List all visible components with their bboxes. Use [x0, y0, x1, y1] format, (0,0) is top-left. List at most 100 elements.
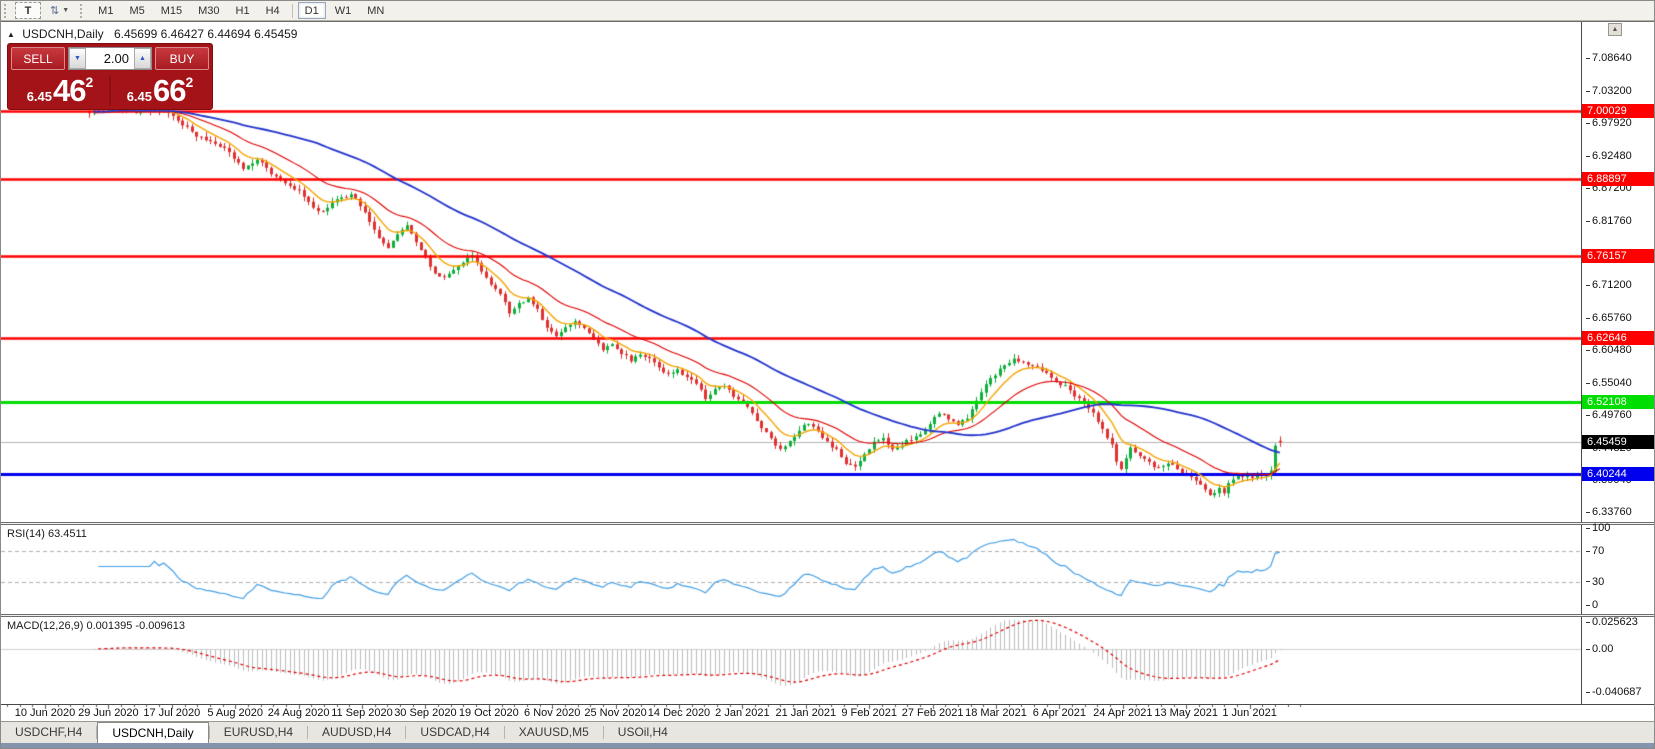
date-axis[interactable]: 10 Jun 2020 29 Jun 2020 17 Jul 2020 5 Aug 2… [1, 704, 1654, 721]
rsi-tick-label: 100 [1586, 522, 1610, 534]
volume-stepper: ▼ 2.00 ▲ [68, 47, 152, 70]
arrows-tool-button[interactable]: ⇅ ▼ [43, 2, 76, 19]
toolbar-grip-2[interactable] [80, 3, 87, 18]
trade-panel-controls: SELL ▼ 2.00 ▲ BUY [11, 47, 209, 70]
price-tick-label: 6.55040 [1586, 377, 1632, 389]
main-chart-panel: 7.08640 7.03200 6.97920 6.92480 6.87200 6.817… [1, 21, 1654, 522]
scroll-up-button[interactable]: ▲ [1608, 23, 1622, 36]
date-tick-label: 2 Jan 2021 [715, 707, 770, 719]
current-price-chip: 6.45459 [1582, 435, 1654, 450]
macd-label: MACD(12,26,9) 0.001395 -0.009613 [7, 620, 185, 632]
trade-panel-prices: 6.45462 6.45662 [11, 72, 209, 106]
price-divider [109, 76, 111, 106]
price-tick-label: 6.49760 [1586, 409, 1632, 421]
level-price-chip: 6.88897 [1582, 171, 1654, 186]
macd-panel: MACD(12,26,9) 0.001395 -0.009613 0.02562… [1, 616, 1654, 704]
text-tool-button[interactable]: T [15, 2, 41, 19]
price-tick-label: 6.60480 [1586, 344, 1632, 356]
date-tick-label: 21 Jan 2021 [775, 707, 837, 719]
rsi-tick-label: 0 [1586, 599, 1598, 611]
tab-separator [307, 726, 309, 739]
panel-splitter[interactable] [1, 522, 1654, 525]
timeframe-button-m15[interactable]: M15 [154, 2, 189, 19]
chart-tab-xauusd[interactable]: XAUUSD,M5 [518, 725, 589, 739]
rsi-panel: RSI(14) 63.4511 100 70 30 0 [1, 522, 1654, 614]
tab-separator [602, 726, 604, 739]
price-chart-canvas[interactable] [1, 22, 1581, 522]
one-click-trade-panel: SELL ▼ 2.00 ▲ BUY 6.45462 6.45662 [7, 43, 213, 110]
rsi-canvas[interactable] [1, 525, 1581, 614]
buy-button[interactable]: BUY [155, 47, 209, 70]
rsi-tick-label: 30 [1586, 576, 1604, 588]
date-tick-label: 13 May 2021 [1154, 707, 1218, 719]
timeframe-button-h4[interactable]: H4 [259, 2, 287, 19]
chart-ohlc-title: ▲ USDCNH,Daily 6.45699 6.46427 6.44694 6… [7, 27, 297, 41]
date-ticks-canvas [1, 705, 1581, 710]
level-price-chip: 6.52108 [1582, 394, 1654, 409]
timeframe-button-m1[interactable]: M1 [91, 2, 120, 19]
arrows-tool-icon: ⇅ [50, 5, 60, 17]
price-tick-label: 6.71200 [1586, 279, 1632, 291]
date-tick-label: 30 Sep 2020 [394, 707, 457, 719]
triangle-up-icon: ▲ [7, 30, 15, 39]
chart-tab-usdchf[interactable]: USDCHF,H4 [15, 725, 83, 739]
timeframe-button-d1[interactable]: D1 [297, 2, 326, 19]
price-tick-label: 7.08640 [1586, 52, 1632, 64]
date-tick-label: 1 Jun 2021 [1222, 707, 1277, 719]
chart-symbol-period: USDCNH,Daily [22, 27, 104, 41]
chart-ohlc-values: 6.45699 6.46427 6.44694 6.45459 [113, 27, 298, 41]
timeframe-button-m5[interactable]: M5 [122, 2, 151, 19]
date-tick-label: 14 Dec 2020 [647, 707, 711, 719]
volume-input[interactable]: 2.00 [86, 48, 134, 69]
price-tick-label: 6.92480 [1586, 150, 1632, 162]
tab-separator [405, 726, 407, 739]
level-price-chip: 7.00029 [1582, 104, 1654, 119]
price-tick-label: 7.03200 [1586, 85, 1632, 97]
chart-tab-usdcad[interactable]: USDCAD,H4 [420, 725, 490, 739]
price-axis[interactable]: 7.08640 7.03200 6.97920 6.92480 6.87200 6.817… [1581, 22, 1654, 522]
chart-tab-eurusd[interactable]: EURUSD,H4 [223, 725, 294, 739]
date-tick-label: 24 Aug 2020 [267, 707, 330, 719]
date-tick-label: 27 Feb 2021 [901, 707, 964, 719]
date-tick-label: 11 Sep 2020 [331, 707, 393, 719]
macd-canvas[interactable] [1, 617, 1581, 704]
macd-tick-label: 0.025623 [1586, 616, 1638, 628]
triangle-up-icon: ▲ [139, 55, 146, 62]
date-tick-label: 6 Apr 2021 [1032, 707, 1086, 719]
triangle-down-icon: ▼ [74, 55, 81, 62]
price-tick-label: 6.33760 [1586, 506, 1632, 518]
chart-tab-bar: USDCHF,H4 USDCNH,Daily EURUSD,H4 AUDUSD,H4 U… [1, 721, 1654, 743]
window-bottom-strip [1, 743, 1654, 748]
sell-button[interactable]: SELL [11, 47, 65, 70]
tab-separator [208, 726, 210, 739]
panel-splitter-2[interactable] [1, 614, 1654, 617]
level-price-chip: 6.40244 [1582, 466, 1654, 481]
price-tick-label: 6.81760 [1586, 215, 1632, 227]
volume-decrease-button[interactable]: ▼ [69, 48, 86, 69]
chart-tab-usdcnh[interactable]: USDCNH,Daily [97, 722, 209, 743]
top-toolbar: T ⇅ ▼ M1 M5 M15 M30 H1 H4 D1 W1 MN [1, 1, 1654, 21]
chart-tab-audusd[interactable]: AUDUSD,H4 [322, 725, 392, 739]
rsi-axis[interactable]: 100 70 30 0 [1581, 522, 1654, 614]
date-tick-label: 18 Mar 2021 [965, 707, 1027, 719]
date-tick-label: 6 Nov 2020 [524, 707, 581, 719]
date-tick-label: 24 Apr 2021 [1093, 707, 1153, 719]
timeframe-button-mn[interactable]: MN [360, 2, 391, 19]
date-tick-label: 10 Jun 2020 [14, 707, 76, 719]
level-price-chip: 6.76157 [1582, 249, 1654, 264]
chart-tab-usoil[interactable]: USOil,H4 [617, 725, 668, 739]
date-tick-label: 29 Jun 2020 [78, 707, 139, 719]
volume-increase-button[interactable]: ▲ [134, 48, 151, 69]
timeframe-button-m30[interactable]: M30 [191, 2, 226, 19]
buy-price[interactable]: 6.45662 [126, 73, 194, 108]
date-tick-label: 19 Oct 2020 [458, 707, 519, 719]
sell-price[interactable]: 6.45462 [26, 73, 94, 108]
date-tick-label: 9 Feb 2021 [841, 707, 898, 719]
toolbar-grip[interactable] [4, 3, 11, 18]
macd-axis[interactable]: 0.025623 0.00 -0.040687 [1581, 616, 1654, 704]
tab-separator [503, 726, 505, 739]
timeframe-button-w1[interactable]: W1 [328, 2, 359, 19]
timeframe-button-h1[interactable]: H1 [229, 2, 257, 19]
macd-tick-label: -0.040687 [1586, 686, 1642, 698]
